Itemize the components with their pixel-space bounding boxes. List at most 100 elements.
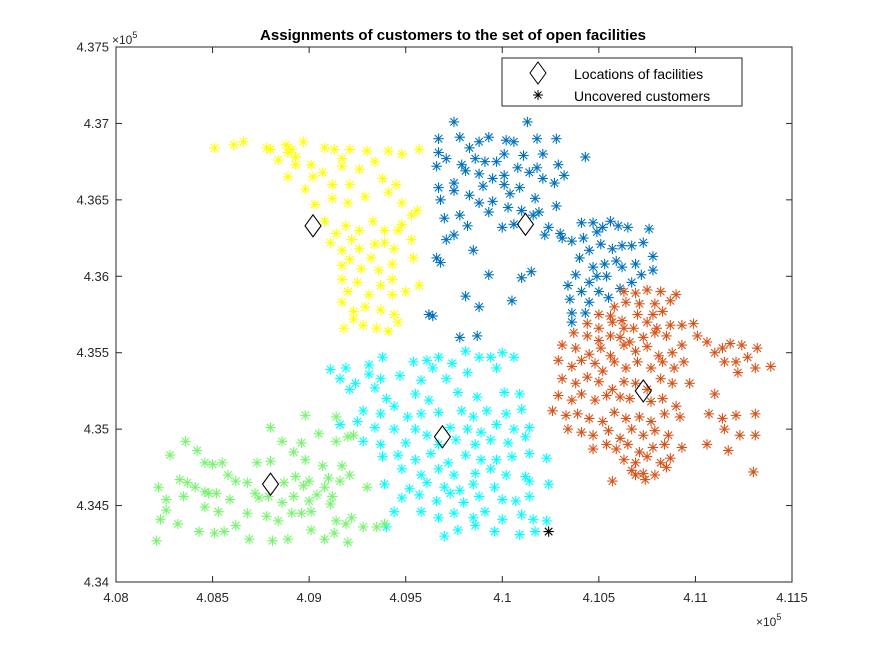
customer-point-cluster-2: [491, 156, 502, 167]
customer-point-cluster-2: [473, 168, 485, 180]
customer-point-cluster-3: [611, 443, 622, 455]
x-tick-label: 4.11: [683, 590, 707, 605]
customer-point-cluster-1: [377, 173, 388, 184]
customer-point-cluster-1: [386, 274, 398, 285]
customer-point-cluster-3: [576, 388, 587, 400]
customer-point-cluster-5: [182, 477, 193, 488]
customer-point-cluster-3: [657, 306, 668, 317]
customer-point-cluster-4: [446, 358, 458, 369]
customer-point-cluster-4: [508, 423, 520, 435]
customer-point-cluster-3: [607, 316, 618, 328]
customer-point-cluster-5: [329, 527, 340, 539]
customer-point-cluster-4: [388, 506, 400, 517]
customer-point-cluster-3: [618, 376, 630, 387]
customer-point-cluster-3: [649, 298, 661, 309]
customer-point-cluster-3: [570, 378, 581, 389]
customer-point-cluster-3: [659, 408, 670, 420]
customer-point-cluster-4: [460, 345, 471, 357]
customer-point-cluster-4: [358, 436, 369, 447]
customer-point-cluster-2: [433, 147, 444, 158]
customer-point-cluster-2: [537, 173, 549, 184]
customer-point-cluster-3: [605, 350, 616, 361]
customer-point-cluster-4: [369, 382, 381, 394]
customer-point-cluster-2: [448, 229, 460, 241]
customer-point-cluster-4: [527, 514, 539, 525]
customer-point-cluster-5: [151, 535, 162, 546]
customer-point-cluster-1: [354, 225, 365, 236]
customer-point-cluster-1: [379, 237, 390, 248]
customer-point-cluster-4: [524, 475, 535, 487]
customer-point-cluster-3: [659, 439, 670, 450]
customer-point-cluster-3: [618, 339, 630, 351]
customer-point-cluster-4: [543, 478, 554, 490]
customer-point-cluster-2: [591, 226, 603, 238]
customer-point-cluster-2: [603, 292, 614, 303]
customer-point-cluster-3: [684, 378, 695, 389]
customer-point-cluster-2: [537, 148, 549, 160]
customer-point-cluster-3: [607, 475, 618, 487]
customer-point-cluster-3: [589, 394, 601, 406]
customer-point-cluster-4: [410, 388, 421, 400]
customer-point-cluster-3: [634, 298, 645, 309]
customer-point-cluster-3: [582, 330, 593, 342]
customer-point-cluster-1: [373, 264, 384, 276]
customer-point-cluster-2: [607, 243, 618, 254]
customer-point-cluster-3: [640, 474, 651, 485]
customer-point-cluster-2: [549, 177, 560, 189]
customer-point-cluster-4: [444, 488, 456, 499]
y-tick-label: 4.375: [76, 40, 109, 55]
customer-point-cluster-5: [199, 501, 211, 513]
customer-point-cluster-3: [692, 330, 703, 342]
customer-point-cluster-2: [622, 222, 634, 233]
customer-point-cluster-2: [516, 272, 527, 284]
customer-point-cluster-3: [614, 433, 626, 444]
customer-point-cluster-2: [462, 220, 473, 232]
customer-point-cluster-2: [612, 220, 624, 232]
customer-point-cluster-4: [479, 506, 491, 517]
customer-point-cluster-3: [717, 342, 728, 354]
customer-point-cluster-3: [655, 373, 666, 384]
customer-point-cluster-3: [638, 332, 649, 343]
customer-point-cluster-3: [719, 423, 730, 435]
customer-point-cluster-1: [408, 252, 419, 264]
customer-point-cluster-5: [217, 457, 228, 468]
customer-point-cluster-5: [371, 521, 382, 533]
customer-point-cluster-1: [344, 254, 355, 265]
customer-point-cluster-3: [632, 309, 643, 320]
customer-point-cluster-4: [502, 437, 514, 449]
customer-point-cluster-4: [363, 359, 375, 371]
customer-point-cluster-4: [489, 482, 500, 493]
customer-point-cluster-4: [514, 388, 525, 400]
customer-point-cluster-3: [582, 318, 593, 329]
customer-point-cluster-2: [506, 295, 518, 306]
customer-point-cluster-5: [242, 508, 253, 519]
customer-point-cluster-1: [336, 297, 348, 308]
customer-point-cluster-4: [529, 526, 541, 537]
customer-point-cluster-4: [510, 495, 522, 507]
customer-point-cluster-3: [730, 410, 742, 421]
customer-point-cluster-1: [392, 316, 404, 328]
customer-points-layer: [151, 116, 776, 548]
customer-point-cluster-2: [483, 269, 494, 280]
customer-point-cluster-5: [207, 459, 218, 470]
customer-point-cluster-3: [661, 462, 672, 473]
customer-point-cluster-5: [358, 521, 369, 533]
customer-point-cluster-1: [290, 159, 301, 170]
customer-point-cluster-4: [408, 356, 419, 368]
customer-point-cluster-4: [396, 492, 408, 504]
customer-point-cluster-5: [282, 534, 294, 545]
customer-point-cluster-1: [356, 263, 367, 274]
customer-point-cluster-2: [518, 150, 529, 161]
customer-point-cluster-3: [641, 451, 653, 462]
customer-point-cluster-1: [325, 237, 336, 248]
customer-point-cluster-2: [587, 217, 599, 228]
customer-point-cluster-3: [653, 350, 664, 361]
customer-point-cluster-3: [663, 430, 674, 441]
customer-point-cluster-4: [458, 497, 469, 508]
customer-point-cluster-3: [709, 388, 720, 400]
customer-point-cluster-3: [647, 442, 659, 453]
customer-point-cluster-2: [439, 213, 450, 224]
customer-point-cluster-2: [578, 232, 589, 244]
customer-point-cluster-5: [230, 520, 241, 531]
